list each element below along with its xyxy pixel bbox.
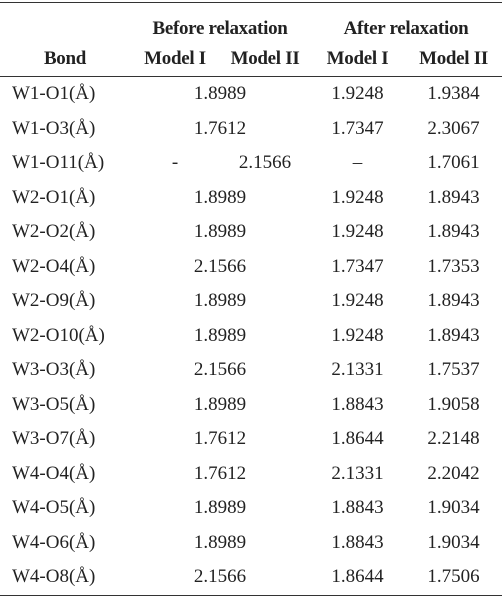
value-cell: 1.7347 <box>331 117 384 139</box>
empty-cell <box>0 3 130 43</box>
table-row: W1-O1(Å) 1.8989 1.9248 1.9384 <box>0 77 502 112</box>
value-cell: 1.7353 <box>427 255 480 277</box>
table-row: W2-O4(Å) 2.1566 1.7347 1.7353 <box>0 250 502 285</box>
value-cell: 1.8943 <box>427 290 480 312</box>
bond-cell: W3-O5(Å) <box>12 393 96 415</box>
value-cell: 2.1566 <box>193 255 247 277</box>
table-row: W4-O6(Å) 1.8989 1.8843 1.9034 <box>0 526 502 561</box>
value-cell: 1.8989 <box>193 221 247 243</box>
table-row: W2-O1(Å) 1.8989 1.9248 1.8943 <box>0 181 502 216</box>
column-header: Bond <box>0 42 130 77</box>
value-cell: 1.9248 <box>331 324 384 346</box>
value-cell: 2.2042 <box>427 462 480 484</box>
value-cell: 1.8989 <box>193 393 247 415</box>
bond-cell: W4-O4(Å) <box>12 462 96 484</box>
table-row: W2-O2(Å) 1.8989 1.9248 1.8943 <box>0 215 502 250</box>
value-cell: 1.7537 <box>427 359 480 381</box>
value-cell: 2.1331 <box>331 359 384 381</box>
value-cell: 2.1566 <box>193 359 247 381</box>
column-header: Model I <box>310 42 405 77</box>
bond-cell: W2-O2(Å) <box>12 221 96 243</box>
column-header: Model II <box>405 42 502 77</box>
value-cell: 1.7612 <box>193 428 247 450</box>
value-cell: 1.8943 <box>427 324 480 346</box>
value-cell: 2.1566 <box>193 566 247 588</box>
value-cell: – <box>352 152 363 174</box>
value-cell: 1.9248 <box>331 290 384 312</box>
value-cell: 1.7612 <box>193 117 247 139</box>
value-cell: 1.8644 <box>331 566 384 588</box>
column-header: Model II <box>220 42 310 77</box>
value-cell: 1.9248 <box>331 221 384 243</box>
value-cell: 1.9034 <box>427 497 480 519</box>
column-header-row: Bond Model I Model II Model I Model II <box>0 42 502 77</box>
value-cell: - <box>171 152 179 174</box>
bond-cell: W2-O1(Å) <box>12 186 96 208</box>
bond-cell: W2-O9(Å) <box>12 290 96 312</box>
value-cell: 2.2148 <box>427 428 480 450</box>
value-cell: 1.9384 <box>427 83 480 105</box>
value-cell: 2.3067 <box>427 117 480 139</box>
bond-cell: W2-O4(Å) <box>12 255 96 277</box>
table-row: W3-O3(Å) 2.1566 2.1331 1.7537 <box>0 353 502 388</box>
value-cell: 1.8989 <box>193 497 247 519</box>
bond-cell: W1-O3(Å) <box>12 117 96 139</box>
table-row: W2-O10(Å) 1.8989 1.9248 1.8943 <box>0 319 502 354</box>
group-header: Before relaxation <box>152 18 288 39</box>
bond-cell: W2-O10(Å) <box>12 324 105 346</box>
value-cell: 1.9248 <box>331 83 384 105</box>
value-cell: 1.8989 <box>193 83 247 105</box>
table-row: W3-O5(Å) 1.8989 1.8843 1.9058 <box>0 388 502 423</box>
bond-cell: W4-O6(Å) <box>12 531 96 553</box>
bond-cell: W3-O7(Å) <box>12 428 96 450</box>
group-header-row: Before relaxation After relaxation <box>0 3 502 43</box>
value-cell: 1.7347 <box>331 255 384 277</box>
bond-cell: W1-O11(Å) <box>12 152 105 174</box>
value-cell: 1.9034 <box>427 531 480 553</box>
value-cell: 1.8989 <box>193 290 247 312</box>
table-body: W1-O1(Å) 1.8989 1.9248 1.9384 W1-O3(Å) 1.7612… <box>0 77 502 596</box>
column-header: Model I <box>130 42 220 77</box>
table-row: W1-O11(Å) - 2.1566 – 1.7061 <box>0 146 502 181</box>
table-row: W4-O5(Å) 1.8989 1.8843 1.9034 <box>0 491 502 526</box>
value-cell: 1.7506 <box>427 566 480 588</box>
value-cell: 1.8989 <box>193 531 247 553</box>
group-header: After relaxation <box>343 18 469 39</box>
bond-cell: W3-O3(Å) <box>12 359 96 381</box>
value-cell: 2.1331 <box>331 462 384 484</box>
bond-cell: W4-O5(Å) <box>12 497 96 519</box>
table-row: W3-O7(Å) 1.7612 1.8644 2.2148 <box>0 422 502 457</box>
value-cell: 2.1566 <box>238 152 292 174</box>
value-cell: 1.8843 <box>331 497 384 519</box>
table-row: W2-O9(Å) 1.8989 1.9248 1.8943 <box>0 284 502 319</box>
value-cell: 1.7061 <box>427 152 480 174</box>
value-cell: 1.8943 <box>427 186 480 208</box>
table-row: W4-O4(Å) 1.7612 2.1331 2.2042 <box>0 457 502 492</box>
table-row: W4-O8(Å) 2.1566 1.8644 1.7506 <box>0 560 502 595</box>
value-cell: 1.7612 <box>193 462 247 484</box>
table-row: W1-O3(Å) 1.7612 1.7347 2.3067 <box>0 112 502 147</box>
bond-cell: W1-O1(Å) <box>12 83 96 105</box>
value-cell: 1.8644 <box>331 428 384 450</box>
value-cell: 1.9248 <box>331 186 384 208</box>
value-cell: 1.8843 <box>331 531 384 553</box>
bond-cell: W4-O8(Å) <box>12 566 96 588</box>
value-cell: 1.9058 <box>427 393 480 415</box>
value-cell: 1.8943 <box>427 221 480 243</box>
value-cell: 1.8843 <box>331 393 384 415</box>
value-cell: 1.8989 <box>193 186 247 208</box>
value-cell: 1.8989 <box>193 324 247 346</box>
